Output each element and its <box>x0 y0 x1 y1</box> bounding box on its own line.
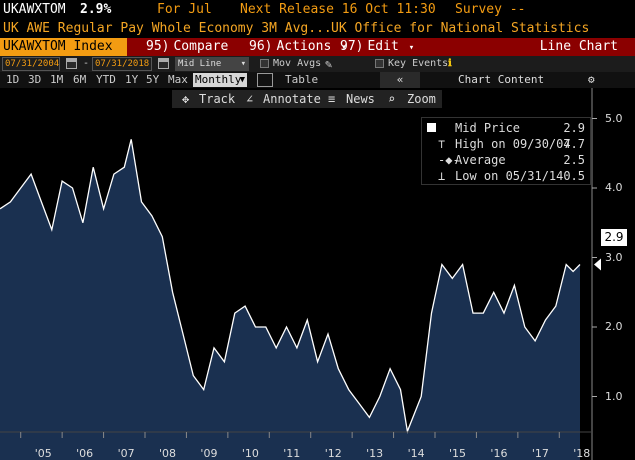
index-label[interactable]: UKAWXTOM Index <box>0 38 127 56</box>
table-button[interactable]: Table <box>285 73 319 86</box>
next-release: Next Release 16 Oct 11:30 <box>240 2 436 17</box>
chart-toolbar: ✥ Track ∠ Annotate ≡ News ⌕ Zoom <box>172 90 442 108</box>
zoom-icon[interactable]: ⌕ <box>388 92 396 106</box>
series-line <box>0 139 581 434</box>
zoom-button[interactable]: Zoom <box>407 92 436 106</box>
range-ytd[interactable]: YTD <box>96 73 116 86</box>
mov-avgs-label: Mov Avgs <box>273 58 322 69</box>
range-max[interactable]: Max <box>168 73 188 86</box>
compare-button[interactable]: 95) Compare <box>146 39 229 54</box>
start-date-field[interactable]: 07/31/2004 <box>2 57 60 71</box>
x-tick-label: '15 <box>449 447 467 460</box>
series-source: UK Office for National Statistics <box>331 21 590 36</box>
mov-avgs-checkbox[interactable] <box>260 59 269 68</box>
chevron-down-icon: ▾ <box>341 43 347 53</box>
calendar-icon[interactable] <box>66 58 77 69</box>
legend-low-value: 0.5 <box>563 169 585 183</box>
frequency-select[interactable]: Monthly ▼ <box>193 73 247 87</box>
menu-bar: UKAWXTOM Index 95) Compare 96) Actions ▾ 97… <box>0 38 635 56</box>
legend-low-label: Low on 05/31/14 <box>455 169 564 183</box>
range-3d[interactable]: 3D <box>28 73 42 86</box>
x-tick-label: '07 <box>117 447 135 460</box>
chevron-down-icon: ▼ <box>239 75 245 85</box>
ticker-symbol: UKAWXTOM <box>3 2 66 17</box>
y-tick-label: 2.0 <box>605 320 623 333</box>
x-tick-label: '05 <box>34 447 52 460</box>
range-1d[interactable]: 1D <box>6 73 20 86</box>
pencil-icon[interactable]: ✎ <box>325 57 333 71</box>
low-marker-icon: ⊥ <box>438 169 446 183</box>
range-1y[interactable]: 1Y <box>125 73 139 86</box>
chart-type-label: Line Chart <box>539 39 618 54</box>
chart-legend: Mid Price 2.9 ⊤ High on 09/30/07 4.7 -◆-… <box>421 117 591 185</box>
last-value-pointer <box>594 258 601 271</box>
series-color-swatch <box>427 123 436 132</box>
x-tick-label: '17 <box>531 447 549 460</box>
news-icon[interactable]: ≡ <box>328 92 336 106</box>
legend-mid-value: 2.9 <box>563 121 585 135</box>
mini-chart-icon[interactable] <box>257 73 273 87</box>
period-label: For Jul <box>157 2 212 17</box>
key-events-label: Key Events <box>388 58 449 69</box>
range-5y[interactable]: 5Y <box>146 73 160 86</box>
survey-label: Survey -- <box>455 2 526 17</box>
series-description: UK AWE Regular Pay Whole Economy 3M Avg.… <box>3 21 332 36</box>
y-tick-label: 3.0 <box>605 250 623 264</box>
ticker-header: UKAWXTOM 2.9% For Jul Next Release 16 Oc… <box>0 0 635 20</box>
ticker-value: 2.9% <box>80 2 112 17</box>
info-icon[interactable]: ℹ <box>448 58 452 69</box>
edit-button[interactable]: 97) Edit ▾ <box>340 39 415 54</box>
gear-icon[interactable]: ⚙ <box>588 73 595 86</box>
annotate-icon[interactable]: ∠ <box>246 92 254 106</box>
calendar-icon[interactable] <box>158 58 169 69</box>
chevron-down-icon: ▾ <box>240 59 246 69</box>
track-button[interactable]: Track <box>199 92 236 106</box>
description-row: UK AWE Regular Pay Whole Economy 3M Avg.… <box>0 20 635 38</box>
x-tick-label: '14 <box>407 447 425 460</box>
range-6m[interactable]: 6M <box>73 73 87 86</box>
x-tick-label: '16 <box>490 447 508 460</box>
legend-average-value: 2.5 <box>563 153 585 167</box>
x-tick-label: '09 <box>200 447 218 460</box>
key-events-checkbox[interactable] <box>375 59 384 68</box>
y-tick-label: 5.0 <box>605 111 623 125</box>
legend-mid-label: Mid Price <box>455 121 521 135</box>
last-value-tag: 2.9 <box>601 229 627 246</box>
chevron-down-icon: ▾ <box>408 43 415 53</box>
actions-button[interactable]: 96) Actions ▾ <box>249 39 347 54</box>
legend-high-value: 4.7 <box>563 137 585 151</box>
x-tick-label: '10 <box>241 447 259 460</box>
news-button[interactable]: News <box>346 92 375 106</box>
x-tick-label: '12 <box>324 447 342 460</box>
average-marker-icon: -◆- <box>438 153 460 167</box>
line-chart[interactable] <box>0 88 635 460</box>
x-tick-label: '08 <box>159 447 177 460</box>
high-marker-icon: ⊤ <box>438 137 446 151</box>
track-icon[interactable]: ✥ <box>182 92 190 106</box>
y-tick-label: 4.0 <box>605 181 623 194</box>
x-tick-label: '18 <box>573 447 591 460</box>
line-type-select[interactable]: Mid Line ▾ <box>175 57 249 71</box>
range-1m[interactable]: 1M <box>50 73 64 86</box>
y-tick-label: 1.0 <box>605 389 623 403</box>
x-tick-label: '11 <box>283 447 301 460</box>
end-date-field[interactable]: 07/31/2018 <box>92 57 152 71</box>
x-tick-label: '13 <box>366 447 384 460</box>
annotate-button[interactable]: Annotate <box>263 92 321 106</box>
settings-bar: 07/31/2004 - 07/31/2018 Mid Line ▾ Mov Av… <box>0 56 635 72</box>
x-tick-label: '06 <box>76 447 94 460</box>
chart-content-button[interactable]: Chart Content <box>458 73 545 86</box>
range-bar: 1D 3D 1M 6M YTD 1Y 5Y Max Monthly ▼ Table… <box>0 72 635 88</box>
collapse-chevron-icon[interactable]: « <box>380 72 420 88</box>
series-area <box>0 139 580 460</box>
legend-average-label: Average <box>455 153 506 167</box>
date-separator: - <box>83 58 90 69</box>
legend-high-label: High on 09/30/07 <box>455 137 571 151</box>
